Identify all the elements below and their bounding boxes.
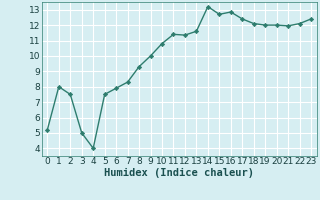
X-axis label: Humidex (Indice chaleur): Humidex (Indice chaleur) bbox=[104, 168, 254, 178]
